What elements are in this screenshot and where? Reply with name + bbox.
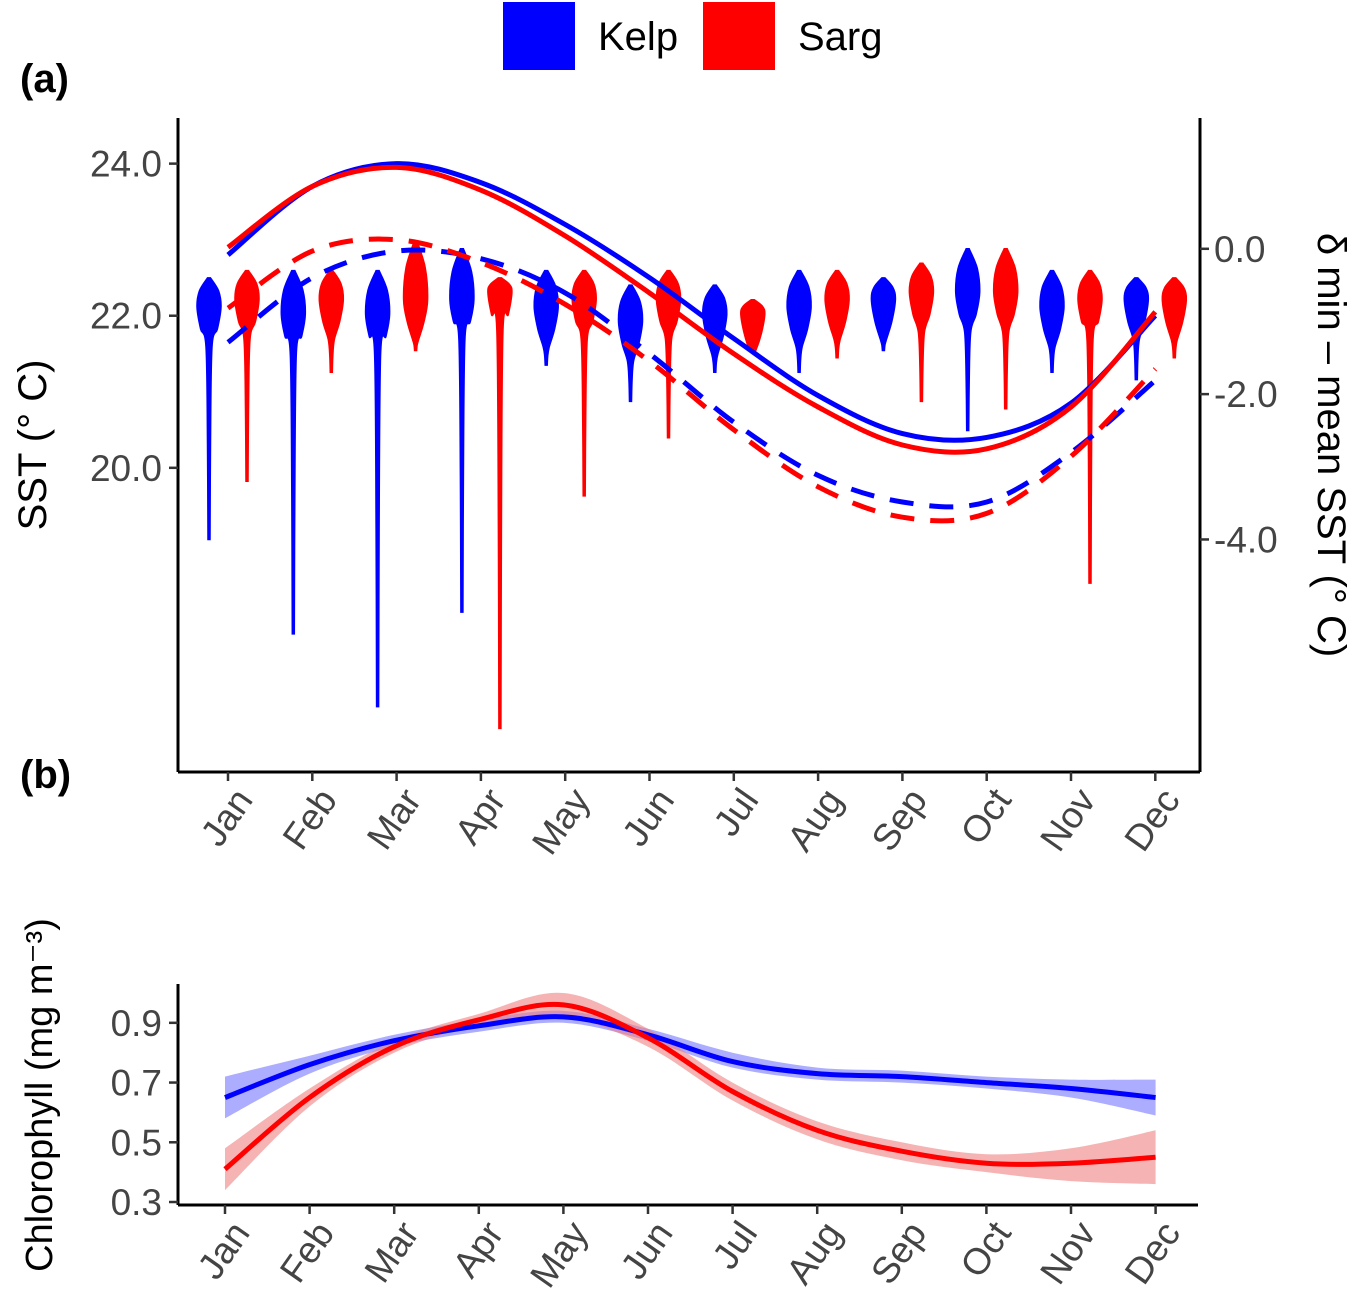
violin-kelp-mar	[364, 269, 391, 708]
sst-line-kelp-mean	[226, 161, 1158, 443]
panel-b-x-tick-label: Jun	[613, 1214, 681, 1286]
violin-sarg-sep	[908, 262, 935, 403]
violin-kelp-jan	[196, 277, 222, 541]
panel-a-x-tick-label: Apr	[447, 781, 514, 852]
violin-kelp-aug	[786, 269, 812, 374]
legend-label-sarg: Sarg	[798, 15, 883, 59]
panel-b-x-tick-label: Feb	[272, 1214, 342, 1290]
sst-line-kelp-min	[226, 247, 1157, 510]
panel-a-secondary-y-axis-title: δ min – mean SST (° C)	[1309, 233, 1353, 657]
panel-b-x-tick-label: Sep	[863, 1214, 934, 1291]
panel-a-x-tick-label: Jul	[706, 781, 767, 843]
panel-b-y-tick-label: 0.5	[111, 1122, 162, 1163]
panel-b-x-tick-label: Dec	[1117, 1214, 1188, 1291]
panel-a-x-tick-label: Dec	[1117, 781, 1188, 858]
panel-a-y-tick-label: 24.0	[90, 144, 162, 185]
panel-a-y-axis-title: SST (° C)	[11, 360, 55, 531]
violin-sarg-nov	[1077, 269, 1103, 584]
violin-kelp-sep	[870, 277, 897, 352]
panel-b-y-tick-label: 0.3	[111, 1182, 162, 1223]
violin-kelp-may	[533, 269, 559, 366]
panel-a-y-tick-label: 20.0	[90, 448, 162, 489]
panel-b-x-tick-label: May	[522, 1214, 596, 1295]
panel-b-x-tick-label: Aug	[778, 1214, 849, 1291]
panel-b-x-tick-label: Mar	[357, 1214, 427, 1290]
panel-b-plot-area	[223, 992, 1156, 1191]
panel-b-x-tick-label: Apr	[445, 1214, 512, 1285]
panel-a-x-tick-label: Jan	[193, 781, 261, 853]
violin-sarg-feb	[318, 269, 345, 374]
panel-b-y-axis-title: Chlorophyll (mg m⁻³)	[19, 918, 61, 1272]
violin-sarg-mar	[402, 240, 429, 352]
violin-sarg-aug	[824, 269, 850, 359]
violin-sarg-may	[571, 269, 597, 497]
panel-a: (a) SST (° C) δ min – mean SST (° C) 20.…	[11, 57, 1353, 862]
panel-a-y2-tick-label: -4.0	[1214, 519, 1278, 560]
violin-kelp-oct	[954, 248, 981, 432]
panel-a-plot-area	[196, 161, 1188, 730]
panel-a-y-tick-label: 22.0	[90, 296, 162, 337]
violin-kelp-dec	[1123, 277, 1150, 381]
sst-line-sarg-mean	[226, 164, 1158, 455]
violin-kelp-jun	[617, 284, 644, 403]
panel-a-y2-tick-label: -2.0	[1214, 374, 1278, 415]
panel-a-x-tick-label: Feb	[275, 781, 345, 857]
panel-b-y-tick-label: 0.7	[111, 1063, 162, 1104]
violin-kelp-apr	[449, 248, 475, 613]
chl-band-sarg	[225, 992, 1156, 1191]
chl-line-kelp	[224, 1014, 1156, 1100]
panel-b-x-tick-label: Oct	[952, 1213, 1019, 1284]
violin-kelp-nov	[1039, 269, 1065, 374]
legend-key-kelp	[503, 2, 575, 70]
legend-key-sarg	[703, 2, 775, 70]
panel-b-x-tick-label: Jul	[704, 1214, 765, 1276]
violin-sarg-apr	[487, 277, 513, 730]
panel-b-y-tick-label: 0.9	[111, 1003, 162, 1044]
violin-kelp-feb	[280, 269, 307, 635]
panel-a-x-tick-label: Nov	[1032, 781, 1104, 859]
violin-sarg-dec	[1161, 277, 1188, 359]
panel-b-x-tick-label: Nov	[1032, 1214, 1104, 1292]
panel-a-x-tick-label: Sep	[864, 781, 935, 858]
panel-a-tag: (a)	[20, 57, 69, 101]
panel-a-x-tick-label: Oct	[953, 780, 1020, 851]
violin-sarg-oct	[992, 248, 1019, 410]
legend-label-kelp: Kelp	[598, 15, 678, 59]
legend: Kelp Sarg	[503, 2, 883, 70]
panel-a-x-tick-label: Jun	[614, 781, 682, 853]
sst-line-sarg-min	[226, 236, 1158, 524]
panel-b: (b) Chlorophyll (mg m⁻³) 0.3 0.5 0.7 0.9 Jan…	[19, 753, 1198, 1295]
panel-a-x-tick-label: Mar	[359, 781, 429, 857]
panel-b-x-tick-label: Jan	[190, 1214, 258, 1286]
violin-sarg-jan	[234, 269, 260, 483]
panel-a-x-tick-label: May	[524, 781, 598, 862]
chl-line-sarg	[223, 1001, 1156, 1172]
panel-a-x-tick-label: Aug	[779, 781, 850, 858]
panel-a-y2-tick-label: 0.0	[1214, 229, 1265, 270]
panel-b-tag: (b)	[20, 753, 71, 797]
